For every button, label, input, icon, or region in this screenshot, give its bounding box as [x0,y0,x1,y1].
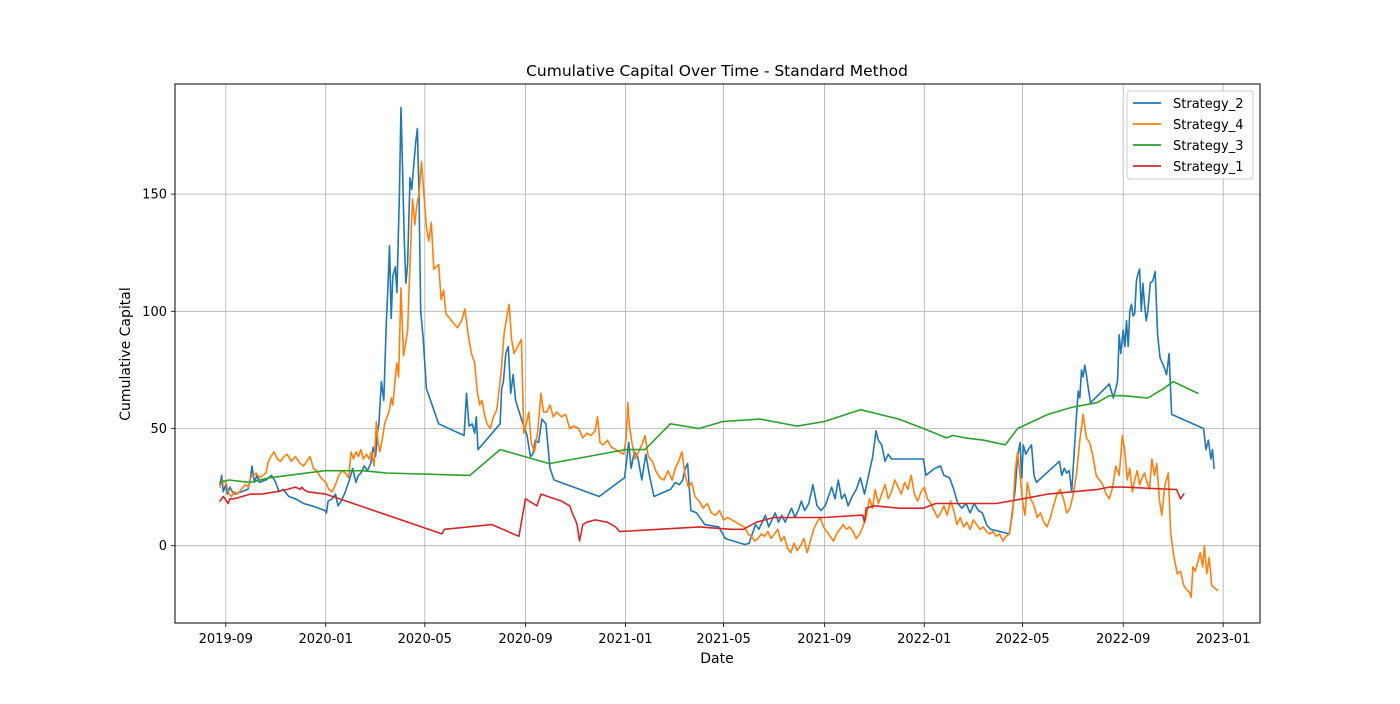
x-tick-label: 2022-01 [897,632,951,647]
series-line-strategy-1 [218,486,1185,542]
y-tick-label: 50 [150,422,167,437]
legend-label: Strategy_3 [1173,139,1243,154]
y-tick-label: 150 [142,188,167,203]
x-tick-label: 2020-01 [299,632,353,647]
legend-label: Strategy_2 [1173,97,1243,112]
y-axis-title: Cumulative Capital [118,287,134,420]
y-tick-label: 100 [142,305,167,320]
x-tick-label: 2022-09 [1096,632,1150,647]
x-tick-label: 2022-05 [995,632,1049,647]
x-tick-label: 2019-09 [199,632,253,647]
x-tick-label: 2021-05 [696,632,750,647]
legend-label: Strategy_1 [1173,160,1243,175]
series-line-strategy-2 [219,106,1215,546]
x-tick-label: 2020-09 [498,632,552,647]
legend-box [1126,90,1254,180]
x-tick-label: 2021-01 [598,632,652,647]
legend-label: Strategy_4 [1173,118,1243,133]
series-lines [218,106,1219,599]
plot-frame [174,83,1261,624]
series-line-strategy-4 [218,160,1219,599]
x-tick-label: 2023-01 [1196,632,1250,647]
series-line-strategy-3 [219,380,1199,484]
x-tick-label: 2021-09 [797,632,851,647]
chart-title: Cumulative Capital Over Time - Standard … [526,62,908,80]
y-axis-ticks: 0 50 100 150 [142,188,175,554]
x-axis-ticks: 2019-09 2020-01 2020-05 2020-09 2021-01 2021-… [199,623,1250,647]
grid-lines [175,84,1260,623]
legend: Strategy_2 Strategy_4 Strategy_3 Strategy_1 [1126,90,1254,180]
x-tick-label: 2020-05 [398,632,452,647]
y-tick-label: 0 [159,539,167,554]
x-axis-title: Date [700,651,733,667]
